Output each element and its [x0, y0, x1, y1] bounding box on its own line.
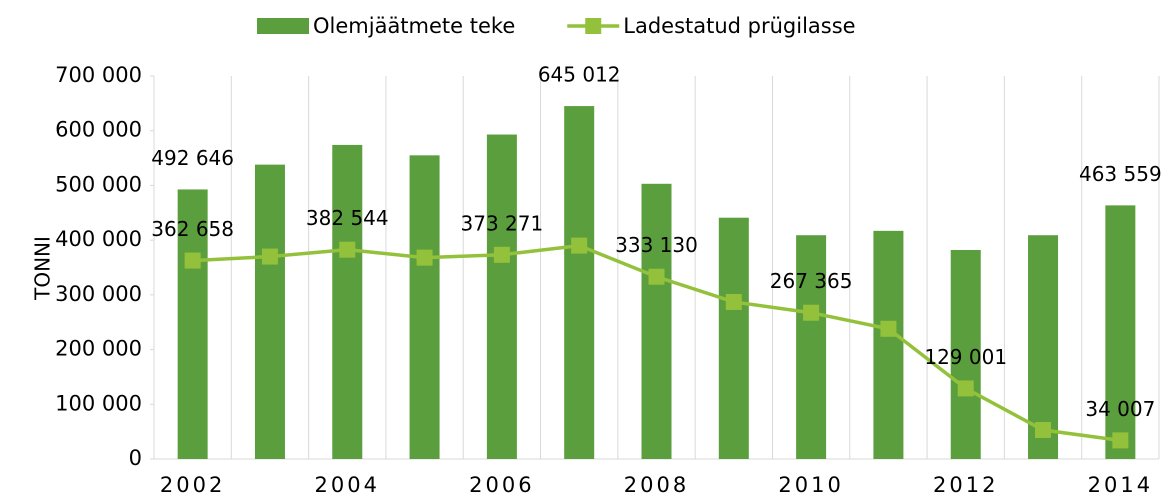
data-label: 463 559 [1079, 162, 1162, 186]
x-tick-label: 2014 [1088, 473, 1153, 497]
bar [332, 144, 363, 459]
y-tick-label: 200 000 [55, 337, 142, 361]
y-tick-label: 100 000 [55, 391, 142, 415]
bar [641, 183, 672, 459]
y-tick-label: 400 000 [55, 227, 142, 251]
y-tick-label: 600 000 [55, 118, 142, 142]
bar [873, 230, 904, 459]
bar [796, 235, 827, 459]
x-tick-label: 2006 [469, 473, 534, 497]
y-tick-label: 700 000 [55, 63, 142, 87]
data-label: 362 658 [151, 217, 234, 241]
x-tick-label: 2012 [933, 473, 998, 497]
line-marker [339, 241, 356, 258]
bar [177, 189, 208, 459]
data-label: 34 007 [1085, 397, 1155, 421]
x-tick-label: 2004 [315, 473, 380, 497]
y-tick-label: 0 [129, 446, 142, 470]
legend-label: Olemjäätmete teke [313, 14, 515, 38]
data-label: 129 001 [924, 345, 1007, 369]
line-marker [571, 237, 588, 254]
line-marker [184, 252, 201, 269]
line-marker [648, 268, 665, 285]
line-marker [1112, 432, 1129, 449]
legend-label: Ladestatud prügilasse [623, 14, 855, 38]
legend-swatch [585, 18, 602, 34]
data-label: 373 271 [461, 211, 544, 235]
bar [564, 106, 595, 459]
data-label: 492 646 [151, 146, 234, 170]
line-marker [1035, 422, 1052, 439]
x-tick-label: 2010 [778, 473, 843, 497]
bar [1028, 235, 1059, 459]
line-marker [725, 293, 742, 310]
line-marker [803, 304, 820, 321]
bar [486, 134, 517, 459]
line-marker [957, 380, 974, 397]
x-tick-label: 2008 [624, 473, 689, 497]
line-marker [880, 320, 897, 337]
line-marker [261, 248, 278, 265]
bar [950, 249, 981, 459]
bar [718, 217, 749, 459]
line-marker [493, 246, 510, 263]
y-tick-label: 500 000 [55, 172, 142, 196]
data-label: 645 012 [538, 63, 621, 87]
data-label: 382 544 [306, 206, 389, 230]
data-label: 333 130 [615, 233, 698, 257]
bar [254, 164, 285, 459]
bar [409, 155, 440, 460]
data-label: 267 365 [770, 269, 853, 293]
y-axis-label: TONNI [31, 236, 55, 301]
y-tick-label: 300 000 [55, 282, 142, 306]
bar [1105, 205, 1136, 459]
legend-swatch [257, 18, 309, 34]
line-marker [416, 249, 433, 266]
x-tick-label: 2002 [160, 473, 225, 497]
